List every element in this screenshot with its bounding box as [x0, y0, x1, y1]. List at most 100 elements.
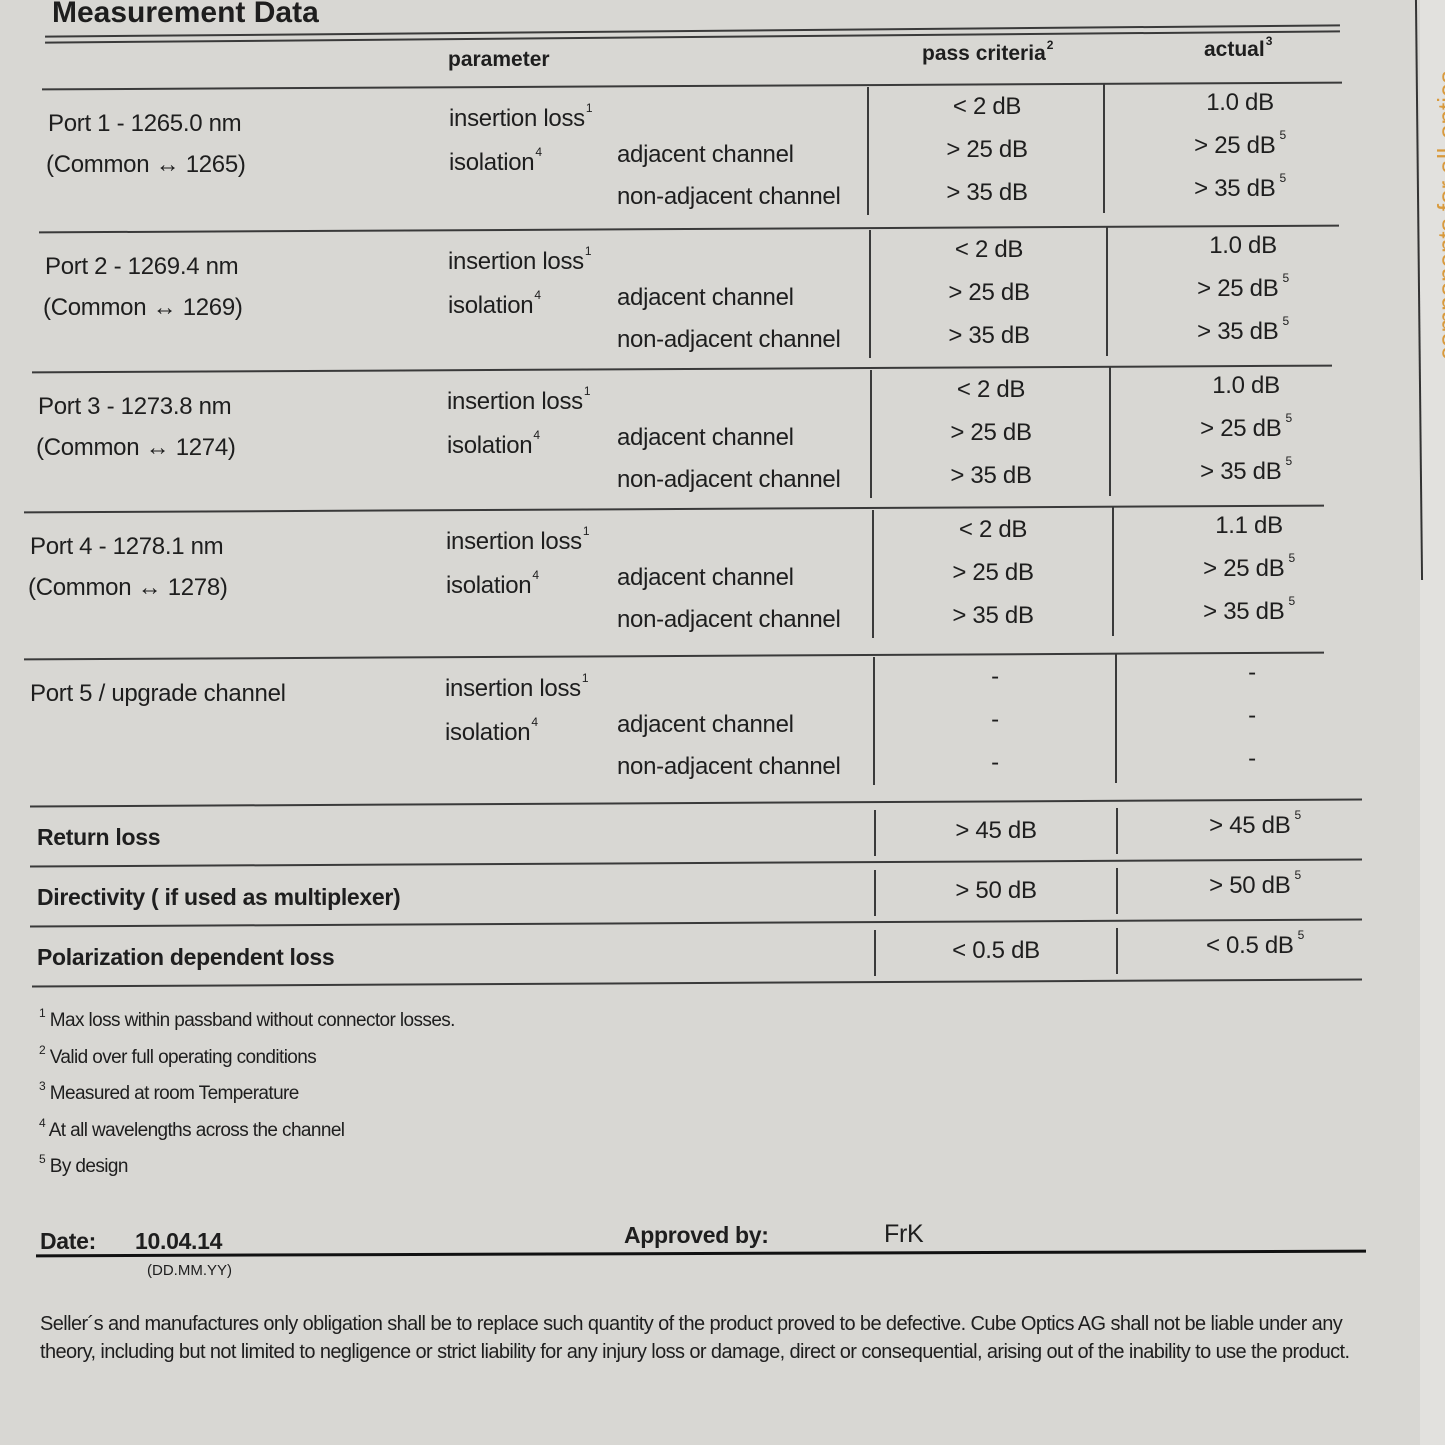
- actual-text: 1.0 dB: [1212, 372, 1280, 399]
- port-name: Port 2 - 1269.4 nm: [45, 253, 239, 280]
- column-divider: [873, 657, 875, 785]
- column-divider: [871, 510, 874, 638]
- param-label: isolation: [445, 719, 531, 746]
- param-adjacent-channel: adjacent channel: [617, 141, 794, 168]
- footnote-ref: 2: [1046, 38, 1054, 52]
- param-insertion-loss: insertion loss1: [445, 671, 589, 703]
- footnote-ref: 5: [1279, 314, 1289, 328]
- footnote-ref: 4: [531, 715, 538, 729]
- param-adjacent-channel: adjacent channel: [617, 284, 794, 311]
- footnote-ref: 1: [583, 384, 591, 398]
- footnote-ref: 5: [1276, 128, 1286, 142]
- actual-value: 1.0 dB: [1136, 372, 1356, 400]
- column-divider: [867, 87, 869, 215]
- signature-rule: [35, 1249, 1367, 1258]
- param-non-adjacent-channel: non-adjacent channel: [617, 466, 841, 493]
- column-divider: [1109, 366, 1111, 496]
- pass-criteria-value: > 25 dB: [948, 279, 1030, 306]
- param-adjacent-channel: adjacent channel: [617, 564, 794, 591]
- footnote-ref: 3: [1265, 34, 1273, 48]
- disclaimer-line-1: Seller´s and manufactures only obligatio…: [40, 1313, 1343, 1335]
- summary-name: Polarization dependent loss: [37, 944, 335, 970]
- actual-value: -: [1142, 745, 1362, 773]
- port-path: (Common ↔ 1269): [43, 294, 243, 321]
- row-divider: [24, 651, 1324, 661]
- pass-criteria-value: < 2 dB: [958, 516, 1028, 543]
- actual-text: > 25 dB: [1200, 415, 1282, 442]
- column-divider: [1112, 506, 1114, 636]
- approved-label: Approved by:: [624, 1222, 769, 1248]
- actual-text: > 25 dB: [1194, 132, 1276, 159]
- pass-criteria-value: > 35 dB: [950, 462, 1032, 489]
- column-divider: [1103, 83, 1105, 213]
- pass-criteria-value: > 35 dB: [948, 322, 1030, 349]
- port-name: Port 4 - 1278.1 nm: [30, 533, 224, 560]
- pass-criteria-value: < 0.5 dB: [952, 937, 1040, 964]
- actual-value: 1.0 dB: [1130, 89, 1350, 117]
- actual-text: 1.0 dB: [1206, 89, 1274, 116]
- footnote: 5 By design: [38, 1152, 129, 1178]
- actual-value: > 35 dB 5: [1136, 454, 1356, 486]
- date-value: 10.04.14: [135, 1228, 223, 1254]
- param-isolation: isolation4: [448, 288, 541, 320]
- footnote: 1 Max loss within passband without conne…: [38, 1006, 456, 1032]
- pass-criteria-value: > 25 dB: [946, 136, 1028, 163]
- column-divider: [874, 810, 876, 856]
- actual-value: > 35 dB 5: [1130, 171, 1350, 203]
- footnote-number: 1: [39, 1006, 46, 1020]
- row-divider: [30, 918, 1362, 928]
- footnote: 3 Measured at room Temperature: [38, 1079, 299, 1105]
- adjacent-page: [1420, 0, 1445, 1445]
- param-insertion-loss: insertion loss1: [449, 101, 593, 133]
- footnote-ref: 1: [584, 244, 592, 258]
- param-label: isolation: [448, 292, 534, 319]
- pass-criteria-value: > 45 dB: [955, 817, 1037, 844]
- footnote-text: Max loss within passband without connect…: [45, 1010, 456, 1031]
- actual-text: > 25 dB: [1203, 555, 1285, 582]
- footnote-ref: 1: [582, 524, 590, 538]
- column-divider: [870, 370, 872, 498]
- actual-value: > 25 dB 5: [1130, 128, 1350, 160]
- approved-value: FrK: [884, 1220, 924, 1248]
- section-title: Measurement Data: [52, 0, 319, 29]
- pass-criteria-value: < 2 dB: [954, 236, 1024, 263]
- actual-value: > 35 dB 5: [1133, 314, 1353, 346]
- header-actual: actual3: [1204, 34, 1272, 62]
- param-label: insertion loss: [448, 248, 584, 275]
- footnote-ref: 4: [533, 428, 540, 442]
- port-path: (Common ↔ 1274): [36, 434, 236, 461]
- column-divider: [874, 870, 876, 916]
- actual-value: > 50 dB 5: [1145, 868, 1365, 900]
- footnote-text: Valid over full operating conditions: [45, 1046, 317, 1068]
- pass-criteria-value: > 35 dB: [952, 602, 1034, 629]
- pass-criteria-value: > 35 dB: [946, 179, 1028, 206]
- port-name: Port 3 - 1273.8 nm: [38, 393, 232, 420]
- row-divider: [32, 978, 1362, 988]
- column-divider: [1115, 653, 1117, 783]
- param-non-adjacent-channel: non-adjacent channel: [617, 606, 841, 633]
- actual-text: 1.1 dB: [1215, 512, 1283, 539]
- footnote-ref: 5: [1279, 271, 1289, 285]
- column-divider: [1116, 928, 1118, 974]
- param-non-adjacent-channel: non-adjacent channel: [617, 183, 841, 210]
- actual-text: > 35 dB: [1203, 598, 1285, 625]
- column-divider: [868, 230, 871, 358]
- header-pass-criteria-label: pass criteria: [922, 42, 1046, 65]
- param-isolation: isolation4: [446, 568, 539, 600]
- actual-value: > 25 dB 5: [1139, 551, 1359, 583]
- param-isolation: isolation4: [447, 428, 540, 460]
- footnote-ref: 1: [581, 671, 589, 685]
- param-adjacent-channel: adjacent channel: [617, 711, 794, 738]
- actual-text: > 45 dB: [1209, 812, 1291, 839]
- actual-value: 1.1 dB: [1139, 512, 1359, 540]
- actual-value: > 25 dB 5: [1136, 411, 1356, 443]
- actual-value: -: [1142, 702, 1362, 730]
- header-pass-criteria: pass criteria2: [922, 38, 1053, 66]
- footnote-text: By design: [45, 1156, 129, 1177]
- param-insertion-loss: insertion loss1: [448, 244, 592, 276]
- pass-criteria-value: -: [991, 749, 999, 776]
- footnote-ref: 5: [1294, 928, 1305, 942]
- param-isolation: isolation4: [445, 715, 538, 747]
- actual-value: -: [1142, 659, 1362, 687]
- footnote: 4 At all wavelengths across the channel: [38, 1116, 345, 1142]
